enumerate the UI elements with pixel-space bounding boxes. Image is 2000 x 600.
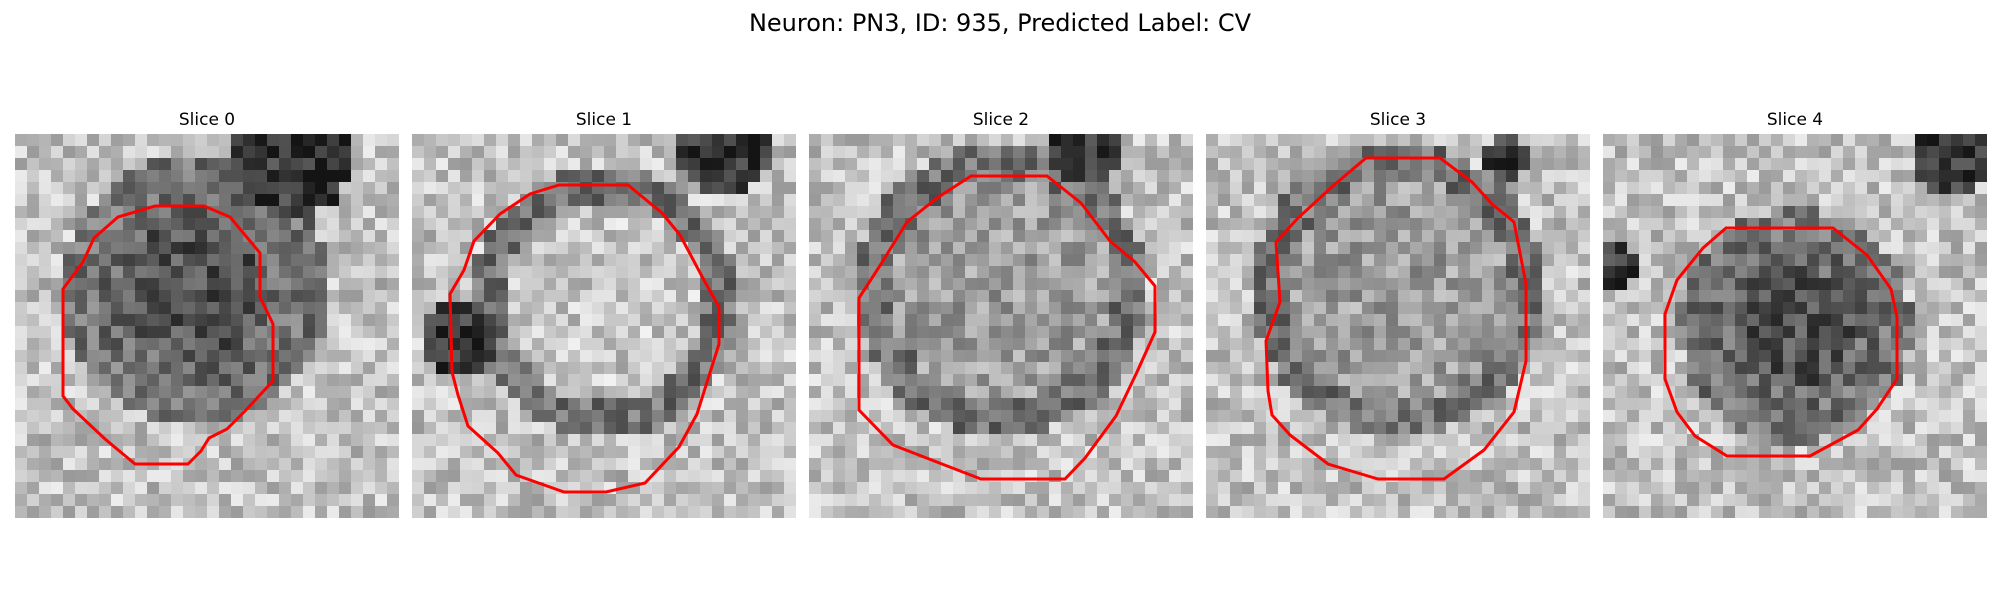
slice-image [809, 134, 1193, 518]
cell-contour-outline [857, 174, 1157, 481]
cell-contour-outline [448, 183, 721, 494]
cell-contour-outline [1663, 226, 1899, 458]
slice-image [412, 134, 796, 518]
figure-title: Neuron: PN3, ID: 935, Predicted Label: C… [748, 9, 1252, 37]
cell-contour-outline [1264, 156, 1528, 481]
slice-image [1206, 134, 1590, 518]
cell-contour-outline [61, 204, 275, 466]
slice-title: Slice 3 [1369, 110, 1427, 130]
slice-title: Slice 0 [178, 110, 236, 130]
slice-image [15, 134, 399, 518]
slice-title: Slice 4 [1766, 110, 1824, 130]
slice-image [1603, 134, 1987, 518]
slice-title: Slice 1 [575, 110, 633, 130]
slice-title: Slice 2 [972, 110, 1030, 130]
